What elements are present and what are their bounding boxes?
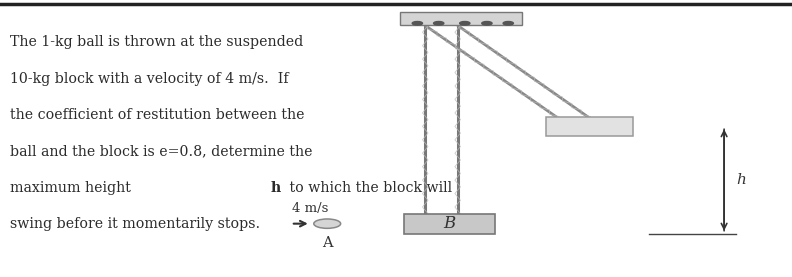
Circle shape [314, 219, 341, 228]
Text: ball and the block is e=0.8, determine the: ball and the block is e=0.8, determine t… [10, 144, 313, 158]
Text: 10-kg block with a velocity of 4 m/s.  If: 10-kg block with a velocity of 4 m/s. If [10, 71, 289, 86]
Circle shape [503, 22, 513, 25]
Text: The 1-kg ball is thrown at the suspended: The 1-kg ball is thrown at the suspended [10, 35, 303, 49]
Text: maximum height: maximum height [10, 181, 135, 195]
Text: B: B [444, 215, 455, 232]
Text: h: h [737, 173, 747, 187]
Circle shape [482, 22, 492, 25]
Text: to which the block will: to which the block will [285, 181, 452, 195]
Circle shape [412, 22, 422, 25]
Text: 4 m/s: 4 m/s [292, 202, 329, 216]
Bar [400, 12, 523, 25]
Text: A: A [322, 236, 333, 250]
Text: the coefficient of restitution between the: the coefficient of restitution between t… [10, 108, 305, 122]
Bar [546, 117, 633, 136]
Circle shape [433, 22, 444, 25]
Text: swing before it momentarily stops.: swing before it momentarily stops. [10, 217, 261, 231]
Bar [404, 214, 495, 234]
Circle shape [459, 22, 470, 25]
Text: h: h [271, 181, 281, 195]
